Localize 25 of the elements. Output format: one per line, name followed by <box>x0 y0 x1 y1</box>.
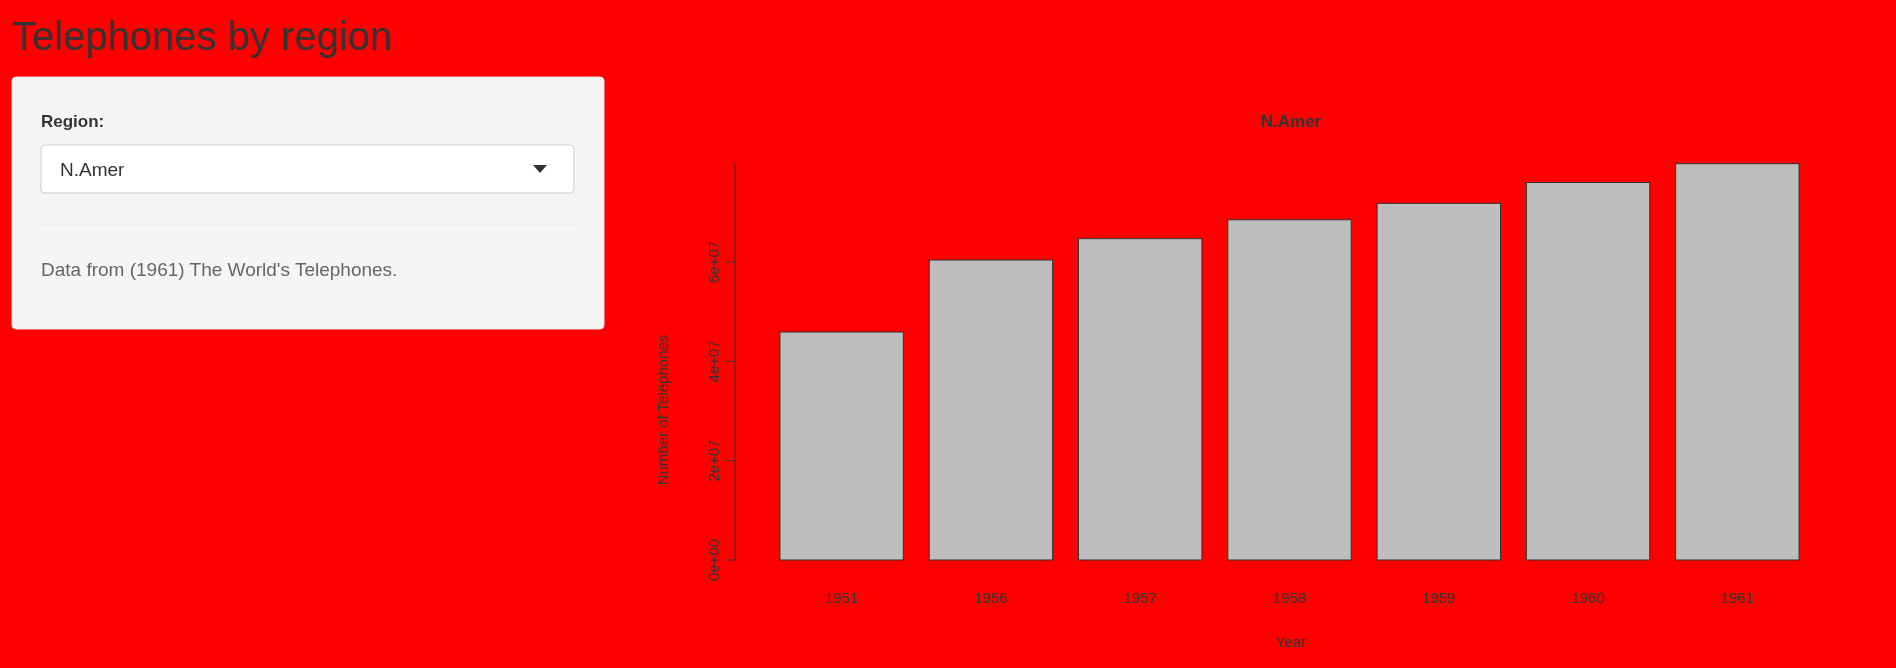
bar <box>1376 202 1501 561</box>
x-tick-label: 1960 <box>1571 589 1605 606</box>
x-tick-label: 1956 <box>974 589 1008 606</box>
x-axis-title: Year <box>1275 633 1307 650</box>
text: Region: <box>41 112 105 131</box>
y-tick-label: 4e+07 <box>705 340 722 383</box>
y-axis-title: Number of Telephones <box>654 334 671 486</box>
bar <box>1675 163 1800 561</box>
x-tick-label: 1957 <box>1123 589 1157 606</box>
y-tick-label: 2e+07 <box>705 439 722 482</box>
text: Telephones by region <box>12 14 393 58</box>
text: N.Amer <box>60 159 126 180</box>
bar <box>1525 182 1651 561</box>
chart-title: N.Amer <box>1260 112 1322 131</box>
bar <box>1227 219 1352 561</box>
x-tick-label: 1961 <box>1720 589 1755 606</box>
bar <box>779 331 904 561</box>
bar <box>928 259 1054 561</box>
text: Data from (1961) The World's Telephones. <box>41 259 398 280</box>
bar <box>1078 238 1203 561</box>
y-tick-label: 6e+07 <box>705 240 722 284</box>
x-tick-label: 1959 <box>1422 589 1456 606</box>
x-tick-label: 1958 <box>1272 589 1307 606</box>
y-tick-label: 0e+00 <box>705 538 722 582</box>
x-tick-label: 1951 <box>824 589 859 606</box>
